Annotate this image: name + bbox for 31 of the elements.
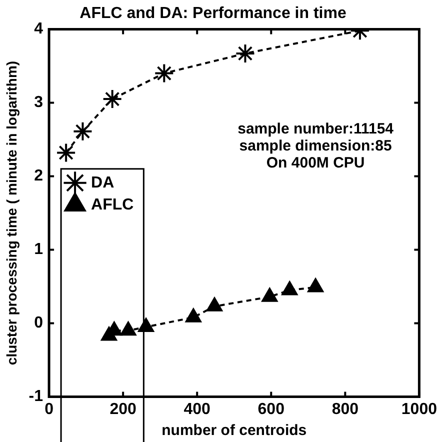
x-axis-title: number of centroids <box>162 422 307 440</box>
y-tick-label: 4 <box>34 20 44 38</box>
legend-label: AFLC <box>91 196 134 214</box>
annotation: sample dimension:85 <box>239 137 392 154</box>
point <box>154 63 174 84</box>
point <box>185 308 202 322</box>
point <box>282 281 298 296</box>
y-tick-label: 0 <box>34 314 44 332</box>
x-tick-label: 1000 <box>401 400 438 418</box>
chart-title: AFLC and DA: Performance in time <box>80 5 346 22</box>
x-tick-label: 600 <box>258 400 285 418</box>
point <box>72 121 93 142</box>
point <box>102 89 122 110</box>
x-tick-label: 200 <box>110 400 137 418</box>
annotation: sample number:11154 <box>238 120 394 138</box>
point <box>262 288 278 302</box>
point <box>56 142 76 163</box>
point <box>235 43 256 64</box>
point <box>308 278 324 292</box>
y-tick-label: 3 <box>34 94 44 112</box>
legend-label: DA <box>91 174 115 192</box>
x-tick-label: 800 <box>332 400 359 418</box>
point <box>120 322 136 336</box>
y-tick-label: 2 <box>34 168 44 185</box>
x-tick-label: 400 <box>184 400 211 418</box>
point <box>206 297 222 312</box>
y-tick-label: 1 <box>34 241 44 258</box>
y-axis-title: cluster processing time ( minute in logarithm) <box>3 60 20 366</box>
annotation: On 400M CPU <box>266 154 365 172</box>
point <box>138 318 154 332</box>
y-tick-label: -1 <box>28 388 44 406</box>
